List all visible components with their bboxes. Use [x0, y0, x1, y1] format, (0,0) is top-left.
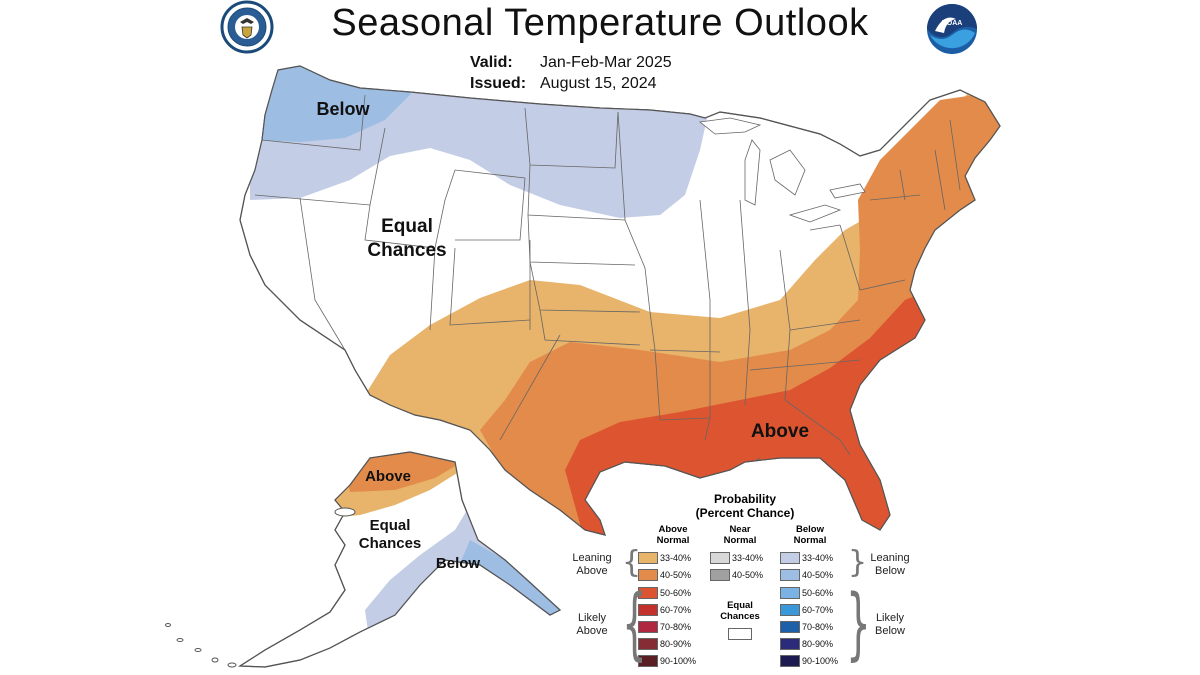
- legend-likely-below: Likely Below: [860, 612, 920, 638]
- brace-likely-below: }: [846, 579, 871, 669]
- valid-value: Jan-Feb-Mar 2025: [540, 54, 672, 71]
- legend-near-header: Near Normal: [715, 524, 765, 546]
- likely-above-line2: Above: [576, 625, 608, 637]
- swatch-below-70-80: [780, 621, 800, 633]
- swatch-label: 33-40%: [802, 553, 834, 563]
- below-header-line2: Normal: [793, 535, 827, 546]
- page-title: Seasonal Temperature Outlook: [331, 2, 869, 44]
- map-label-ak-below: Below: [436, 555, 481, 572]
- likely-above-line1: Likely: [577, 612, 607, 624]
- swatch-label: 40-50%: [802, 570, 834, 580]
- swatch-label: 70-80%: [660, 622, 692, 632]
- great-lakes: [699, 117, 866, 223]
- swatch-label: 40-50%: [660, 570, 692, 580]
- swatch-label: 40-50%: [732, 570, 764, 580]
- swatch-label: 50-60%: [802, 588, 834, 598]
- commerce-seal-logo: [220, 0, 274, 54]
- noaa-logo: NOAA: [927, 4, 977, 54]
- issued-value: August 15, 2024: [540, 75, 657, 92]
- map-label-above-se: Above: [751, 421, 809, 442]
- leaning-above-line2: Above: [576, 565, 608, 577]
- swatch-below-90-100: [780, 655, 800, 667]
- map-label-ak-equal-line2: Chances: [359, 535, 422, 552]
- swatch-label: 50-60%: [660, 588, 692, 598]
- near-header-line1: Near: [729, 524, 751, 535]
- valid-row: Valid: Jan-Feb-Mar 2025: [470, 54, 672, 72]
- swatch-label: 33-40%: [732, 553, 764, 563]
- legend-leaning-above: Leaning Above: [562, 552, 622, 578]
- map-label-equal-line1: Equal: [381, 216, 433, 237]
- map-label-below-nw: Below: [316, 99, 370, 119]
- leaning-below-line2: Below: [875, 565, 905, 577]
- swatch-label: 60-70%: [802, 605, 834, 615]
- swatch-below-60-70: [780, 604, 800, 616]
- swatch-above-70-80: [638, 621, 658, 633]
- legend-title-line2: (Percent Chance): [695, 506, 795, 520]
- legend-equal-chances: Equal Chances: [715, 600, 765, 622]
- swatch-above-50-60: [638, 587, 658, 599]
- brace-leaning-above: {: [622, 545, 642, 580]
- swatch-below-40-50: [780, 569, 800, 581]
- likely-below-line1: Likely: [875, 612, 905, 624]
- brace-likely-above: {: [622, 579, 647, 669]
- map-label-ak-above: Above: [365, 468, 411, 485]
- swatch-above-33-40: [638, 552, 658, 564]
- swatch-above-40-50: [638, 569, 658, 581]
- valid-label: Valid:: [470, 54, 513, 71]
- swatch-label: 33-40%: [660, 553, 692, 563]
- legend-leaning-below: Leaning Below: [860, 552, 920, 578]
- map-label-equal-line2: Chances: [367, 240, 446, 261]
- legend-likely-above: Likely Above: [562, 612, 622, 638]
- legend-below-header: Below Normal: [785, 524, 835, 546]
- equal-line2: Chances: [720, 611, 760, 622]
- equal-line1: Equal: [727, 600, 753, 611]
- issued-row: Issued: August 15, 2024: [470, 75, 657, 93]
- swatch-above-60-70: [638, 604, 658, 616]
- svg-text:NOAA: NOAA: [942, 20, 963, 27]
- near-header-line2: Normal: [723, 535, 757, 546]
- swatch-label: 60-70%: [660, 605, 692, 615]
- leaning-above-line1: Leaning: [572, 552, 612, 564]
- swatch-near-40-50: [710, 569, 730, 581]
- leaning-below-line1: Leaning: [870, 552, 910, 564]
- swatch-equal-chances: [728, 628, 752, 640]
- swatch-above-80-90: [638, 638, 658, 650]
- swatch-label: 90-100%: [660, 656, 697, 666]
- issued-label: Issued:: [470, 75, 527, 92]
- swatch-label: 90-100%: [802, 656, 839, 666]
- swatch-label: 80-90%: [660, 639, 692, 649]
- likely-below-line2: Below: [875, 625, 905, 637]
- probability-legend: Probability (Percent Chance) Above Norma…: [560, 490, 930, 670]
- swatch-below-80-90: [780, 638, 800, 650]
- brace-leaning-below: }: [848, 545, 868, 580]
- above-header-line2: Normal: [656, 535, 690, 546]
- below-header-line1: Below: [796, 524, 824, 535]
- legend-above-header: Above Normal: [648, 524, 698, 546]
- swatch-above-90-100: [638, 655, 658, 667]
- swatch-below-50-60: [780, 587, 800, 599]
- swatch-near-33-40: [710, 552, 730, 564]
- swatch-label: 80-90%: [802, 639, 834, 649]
- swatch-below-33-40: [780, 552, 800, 564]
- aleutian-islands: [165, 507, 356, 668]
- legend-title-line1: Probability: [713, 492, 776, 506]
- above-header-line1: Above: [658, 524, 688, 535]
- map-label-ak-equal-line1: Equal: [370, 517, 411, 534]
- swatch-label: 70-80%: [802, 622, 834, 632]
- state-borders: [254, 94, 961, 471]
